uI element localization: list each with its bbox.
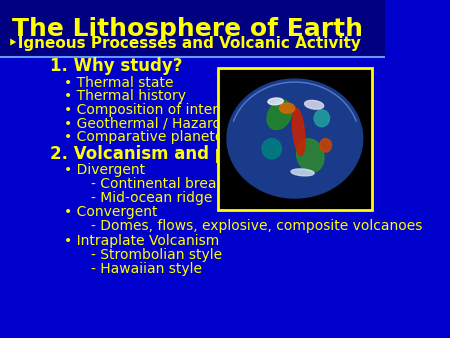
Ellipse shape [292,108,305,155]
Ellipse shape [291,169,314,176]
Text: - Continental breakup (Flood basalts): - Continental breakup (Flood basalts) [90,177,349,191]
Ellipse shape [320,139,332,152]
Text: • Comparative planetology: • Comparative planetology [63,130,252,144]
Text: - Domes, flows, explosive, composite volcanoes: - Domes, flows, explosive, composite vol… [90,219,422,234]
Text: • Intraplate Volcanism: • Intraplate Volcanism [63,234,219,248]
Ellipse shape [279,103,295,113]
Text: 2. Volcanism and plate boundaries: 2. Volcanism and plate boundaries [50,145,374,163]
Text: • Geothermal / Hazards: • Geothermal / Hazards [63,116,228,130]
FancyBboxPatch shape [0,0,385,57]
Ellipse shape [305,100,324,109]
Ellipse shape [314,110,329,127]
Circle shape [227,79,363,198]
Text: • Convergent: • Convergent [63,205,157,219]
Text: - Mid-ocean ridge: - Mid-ocean ridge [90,191,212,205]
Ellipse shape [268,98,283,105]
Ellipse shape [297,139,324,172]
Text: - Hawaiian style: - Hawaiian style [90,262,202,276]
Ellipse shape [262,139,281,159]
Text: ‣Igneous Processes and Volcanic Activity: ‣Igneous Processes and Volcanic Activity [8,37,360,51]
Ellipse shape [267,100,292,130]
Text: The Lithosphere of Earth: The Lithosphere of Earth [12,17,363,41]
Text: 1. Why study?: 1. Why study? [50,57,183,75]
Text: - Strombolian style: - Strombolian style [90,248,222,262]
FancyBboxPatch shape [218,68,372,210]
Text: • Composition of interior: • Composition of interior [63,103,236,117]
Text: • Thermal state: • Thermal state [63,76,173,90]
Text: • Thermal history: • Thermal history [63,89,185,103]
Text: • Divergent: • Divergent [63,163,145,177]
